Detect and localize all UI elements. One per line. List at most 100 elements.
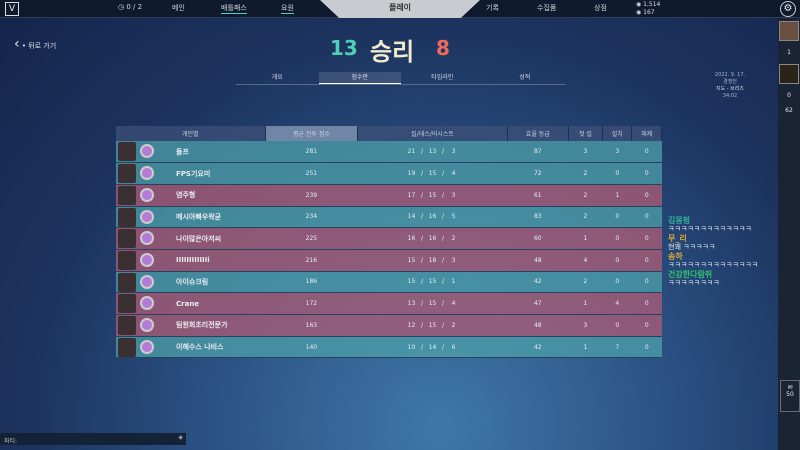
tab-scoreboard[interactable]: 점수판 (318, 72, 401, 84)
kills: 15 (407, 278, 416, 286)
nav-home[interactable]: 메인 (172, 4, 185, 12)
col-acs[interactable]: 평균 전투 점수 (265, 126, 359, 141)
chat-message: ㅋㅋㅋㅋㅋㅋㅋㅋ (668, 279, 720, 287)
efficiency-value: 87 (507, 141, 569, 164)
chat-username[interactable]: 무_리 (668, 234, 687, 243)
kills: 12 (407, 321, 416, 329)
mail-count: 50 (786, 391, 794, 398)
kda-value: 19/15/4 (357, 162, 508, 185)
chat-username[interactable]: 건강한다람쥐 (668, 270, 713, 279)
kda-value: 13/15/4 (357, 292, 508, 315)
match-map: 지도 - 브리즈 (716, 86, 744, 92)
player-cell[interactable]: Crane (116, 292, 265, 315)
defuses-value: 0 (631, 227, 662, 250)
rank-icon (140, 318, 154, 332)
party-chat-input[interactable]: 파티: ◈ (0, 433, 186, 445)
kda-value: 12/15/2 (357, 314, 508, 337)
agent-portrait (118, 294, 136, 314)
mail-button[interactable]: ✉ 50 (780, 380, 800, 412)
back-button[interactable]: ‹ • 뒤로 가기 (14, 36, 57, 52)
nav-battlepass[interactable]: 배틀패스 (221, 4, 247, 14)
agent-portrait (118, 142, 136, 161)
nav-store[interactable]: 상점 (594, 4, 607, 12)
table-row[interactable]: FPS기요미 251 19/15/4 72 2 0 0 (116, 162, 662, 185)
missions-counter[interactable]: ◷ 0 / 2 (118, 3, 143, 11)
first-kills-value: 2 (568, 184, 603, 207)
acs-value: 186 (265, 271, 358, 294)
acs-value: 225 (265, 227, 358, 250)
efficiency-value: 83 (507, 206, 569, 229)
rank-icon (140, 209, 154, 224)
player-name: 돌프 (176, 147, 189, 156)
nav-collection[interactable]: 수집품 (537, 4, 557, 12)
rank-icon (140, 187, 154, 202)
social-panel: 1 0 62 (778, 18, 800, 450)
kills: 19 (407, 170, 416, 178)
table-row[interactable]: 이헤수스 나비스 140 10/14/6 42 1 7 0 (116, 336, 662, 359)
col-defuses[interactable]: 해제 (631, 126, 662, 141)
chat-username[interactable]: 김몽펑 (668, 216, 691, 225)
acs-value: 172 (265, 292, 358, 315)
player-cell[interactable]: 아이슈크림 (116, 271, 265, 294)
chat-channel-icon[interactable]: ◈ (178, 434, 183, 441)
table-row[interactable]: 팀원회초리전문가 163 12/15/2 48 3 0 0 (116, 314, 662, 337)
tab-overview[interactable]: 개요 (271, 74, 283, 81)
assists: 3 (451, 256, 456, 264)
defuses-value: 0 (631, 206, 662, 229)
social-count: 62 (785, 107, 793, 114)
acs-value: 281 (265, 141, 358, 164)
player-cell[interactable]: 나이많은아저씨 (116, 227, 265, 250)
deaths: 18 (428, 256, 437, 264)
scoreboard-table: 개인별 평균 전투 점수 킬/데스/어시스트 효율 등급 첫 킬 설치 해제 돌… (116, 126, 662, 359)
nav-agents[interactable]: 요원 (281, 4, 294, 14)
efficiency-value: 72 (507, 162, 569, 185)
chat-message: 현꽤 ㅋㅋㅋㅋㅋ (668, 243, 716, 251)
table-row[interactable]: 나이많은아저씨 225 16/16/2 60 1 0 0 (116, 227, 662, 250)
first-kills-value: 3 (568, 141, 603, 164)
defuses-value: 0 (631, 314, 662, 337)
col-first-kills[interactable]: 첫 킬 (568, 126, 604, 141)
table-row[interactable]: IIIIIIIIIIIIi 216 15/18/3 48 4 0 0 (116, 249, 662, 272)
table-row[interactable]: 돌프 281 21/13/3 87 3 3 0 (116, 141, 662, 164)
agent-portrait (118, 207, 136, 227)
player-cell[interactable]: FPS기요미 (116, 162, 265, 185)
assists: 6 (451, 343, 456, 351)
play-button[interactable]: 플레이 (320, 0, 480, 18)
acs-value: 140 (265, 336, 358, 359)
first-kills-value: 3 (568, 314, 603, 337)
rank-icon (140, 252, 154, 267)
valorant-logo-icon[interactable]: V (5, 2, 19, 16)
table-row[interactable]: 아이슈크림 186 15/15/1 42 2 0 0 (116, 271, 662, 294)
col-plants[interactable]: 설치 (602, 126, 633, 141)
col-kda[interactable]: 킬/데스/어시스트 (357, 126, 508, 141)
player-cell[interactable]: 돌프 (116, 141, 265, 164)
table-row[interactable]: Crane 172 13/15/4 47 1 4 0 (116, 292, 662, 315)
defuses-value: 0 (631, 292, 662, 315)
col-efficiency[interactable]: 효율 등급 (507, 126, 569, 141)
table-row[interactable]: 메시아빠우왁굳 234 14/16/5 83 2 0 0 (116, 206, 662, 229)
assists: 3 (451, 148, 456, 156)
player-cell[interactable]: 메시아빠우왁굳 (116, 206, 265, 229)
plants-value: 0 (602, 162, 632, 185)
rank-icon (140, 166, 154, 181)
player-name: IIIIIIIIIIIIi (176, 256, 210, 265)
avatar[interactable] (779, 64, 799, 84)
table-row[interactable]: 염주형 239 17/15/3 61 2 1 0 (116, 184, 662, 207)
match-date: 2022. 9. 17. (714, 72, 746, 78)
gear-icon[interactable]: ⚙ (780, 1, 796, 17)
defuses-value: 0 (631, 249, 662, 272)
player-cell[interactable]: IIIIIIIIIIIIi (116, 249, 265, 272)
player-cell[interactable]: 염주형 (116, 184, 265, 207)
col-player[interactable]: 개인별 (116, 126, 266, 141)
deaths: 16 (428, 213, 437, 221)
chat-username[interactable]: 송하 (668, 252, 683, 261)
player-cell[interactable]: 팀원회초리전문가 (116, 314, 265, 337)
plants-value: 4 (602, 292, 632, 315)
tab-performance[interactable]: 성적 (519, 74, 531, 81)
match-info: 2022. 9. 17. 경쟁전 지도 - 브리즈 34:02 (700, 72, 760, 100)
deaths: 15 (428, 191, 437, 199)
player-cell[interactable]: 이헤수스 나비스 (116, 336, 265, 359)
avatar[interactable] (779, 21, 799, 41)
tab-timeline[interactable]: 타임라인 (431, 74, 454, 81)
nav-career[interactable]: 기록 (486, 4, 499, 12)
